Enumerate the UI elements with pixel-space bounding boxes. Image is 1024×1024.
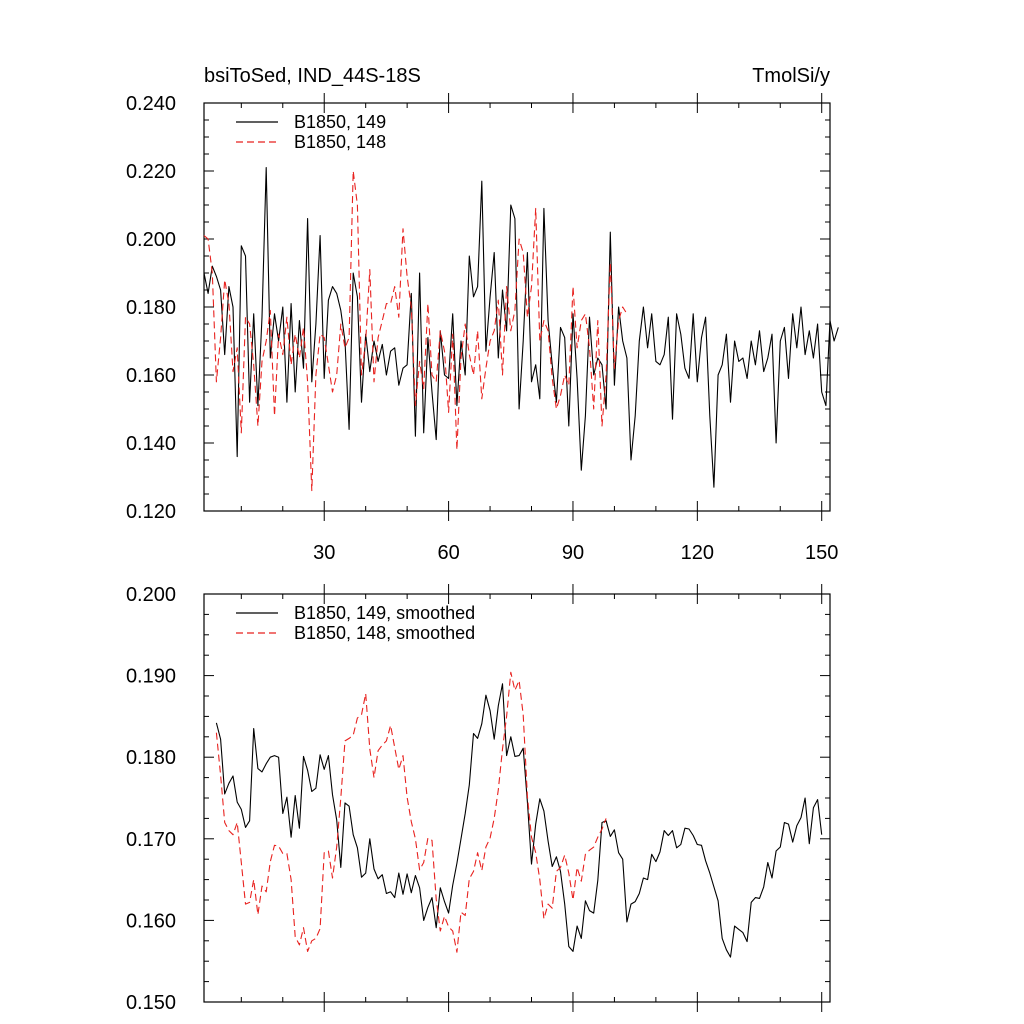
- x-tick-label: 60: [437, 542, 459, 564]
- y-tick-label: 0.120: [126, 501, 176, 523]
- legend-label-2: B1850, 148, smoothed: [294, 623, 475, 643]
- y-tick-label: 0.150: [126, 992, 176, 1014]
- y-tick-label: 0.240: [126, 93, 176, 115]
- series-line-2: [203, 170, 628, 492]
- top-panel-ticks: 0.120 0.140 0.160 0.180 0.200 0.220 0.240 30 60 9…: [126, 93, 838, 564]
- y-tick-label: 0.180: [126, 747, 176, 769]
- legend-label-2: B1850, 148: [294, 132, 386, 152]
- y-tick-label: 0.170: [126, 829, 176, 851]
- top-panel: bsiToSed, IND_44S-18S TmolSi/y 0.120 0.14…: [126, 65, 839, 564]
- legend-label-1: B1850, 149, smoothed: [294, 603, 475, 623]
- series-line-2: [215, 671, 607, 953]
- series-line-1: [203, 167, 839, 488]
- y-tick-label: 0.200: [126, 584, 176, 606]
- y-tick-label: 0.220: [126, 161, 176, 183]
- y-tick-label: 0.200: [126, 229, 176, 251]
- y-tick-label: 0.140: [126, 433, 176, 455]
- x-tick-label: 120: [681, 542, 714, 564]
- top-panel-title-left: bsiToSed, IND_44S-18S: [204, 65, 421, 87]
- x-tick-label: 150: [805, 542, 838, 564]
- x-tick-label: 30: [313, 542, 335, 564]
- series-line-1: [215, 683, 823, 958]
- y-tick-label: 0.160: [126, 365, 176, 387]
- y-tick-label: 0.160: [126, 910, 176, 932]
- x-tick-label: 90: [562, 542, 584, 564]
- bottom-panel: 0.150 0.160 0.170 0.180 0.190 0.200 B1850, 14…: [126, 584, 831, 1014]
- bottom-panel-series: [215, 671, 823, 958]
- y-tick-label: 0.180: [126, 297, 176, 319]
- top-panel-series: [203, 167, 839, 492]
- y-tick-label: 0.190: [126, 666, 176, 688]
- top-panel-title-right: TmolSi/y: [752, 65, 830, 87]
- legend-label-1: B1850, 149: [294, 112, 386, 132]
- bottom-panel-ticks: 0.150 0.160 0.170 0.180 0.190 0.200: [126, 584, 830, 1014]
